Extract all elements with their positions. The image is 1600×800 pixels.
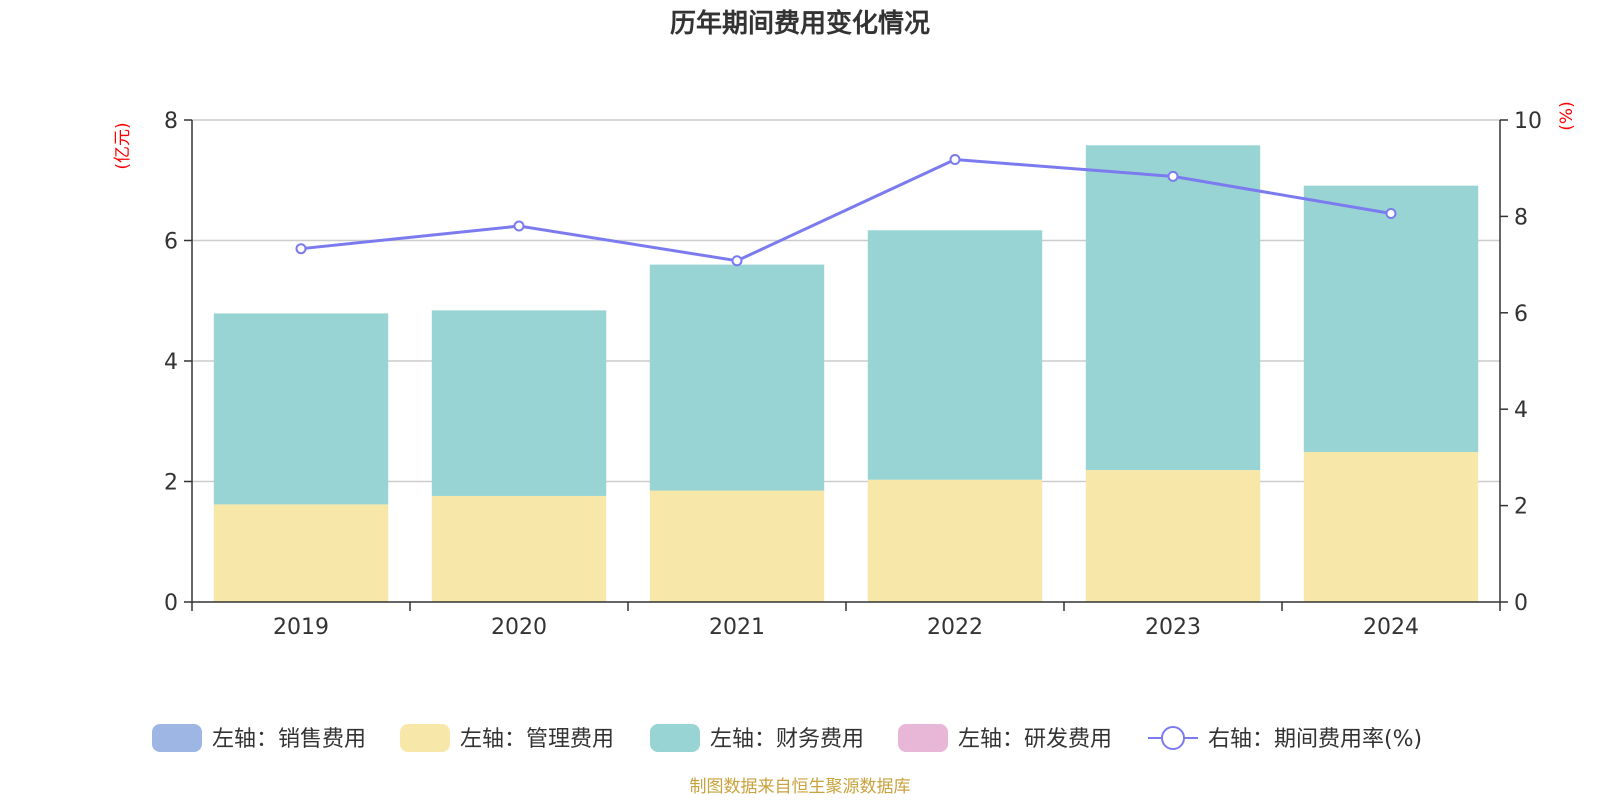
rate-line bbox=[300, 157, 1392, 263]
legend-label: 左轴：研发费用 bbox=[958, 727, 1112, 752]
rate-line-group bbox=[295, 154, 1397, 267]
right-axis-tick-label: 2 bbox=[1514, 495, 1528, 520]
left-axis-tick-label: 0 bbox=[164, 591, 178, 616]
bar-segment bbox=[867, 230, 1043, 480]
legend: 左轴：销售费用 左轴：管理费用 左轴：财务费用 左轴：研发费用 右轴：期间费用率(%) bbox=[152, 724, 1422, 752]
bar-segment bbox=[431, 310, 607, 496]
legend-label: 左轴：销售费用 bbox=[212, 727, 366, 752]
x-axis-tick-label: 2023 bbox=[1145, 615, 1201, 640]
legend-label: 左轴：管理费用 bbox=[460, 727, 614, 752]
rate-point bbox=[1167, 170, 1179, 182]
bar-segment bbox=[649, 264, 825, 491]
legend-swatch bbox=[650, 724, 700, 752]
rate-point bbox=[295, 243, 307, 255]
legend-label: 左轴：财务费用 bbox=[710, 727, 864, 752]
right-axis-tick-label: 6 bbox=[1514, 302, 1528, 327]
x-axis-tick-label: 2024 bbox=[1363, 615, 1419, 640]
right-axis-tick-label: 4 bbox=[1514, 398, 1528, 423]
right-axis-tick-label: 8 bbox=[1514, 205, 1528, 230]
bars-group bbox=[213, 145, 1479, 602]
left-axis-tick-label: 6 bbox=[164, 230, 178, 255]
bar-segment bbox=[213, 313, 389, 505]
bar-segment bbox=[649, 490, 825, 602]
bar-segment bbox=[1085, 470, 1261, 602]
right-axis-tick-label: 10 bbox=[1514, 109, 1542, 134]
left-axis-unit: (亿元) bbox=[113, 122, 133, 169]
legend-line-marker bbox=[1161, 726, 1185, 750]
rate-point bbox=[513, 220, 525, 232]
bar-segment bbox=[1303, 451, 1479, 602]
x-axis-tick-label: 2021 bbox=[709, 615, 765, 640]
rate-point bbox=[731, 255, 743, 267]
grid-lines bbox=[192, 119, 1500, 483]
legend-label: 右轴：期间费用率(%) bbox=[1208, 727, 1422, 752]
left-axis-tick-label: 8 bbox=[164, 109, 178, 134]
legend-swatch bbox=[400, 724, 450, 752]
right-axis-tick-label: 0 bbox=[1514, 591, 1528, 616]
x-axis-tick-label: 2022 bbox=[927, 615, 983, 640]
left-axis-tick-label: 4 bbox=[164, 350, 178, 375]
rate-point bbox=[949, 154, 961, 166]
chart-title: 历年期间费用变化情况 bbox=[670, 8, 930, 39]
bar-segment bbox=[867, 479, 1043, 602]
bar-segment bbox=[431, 495, 607, 602]
rate-point bbox=[1385, 208, 1397, 220]
legend-swatch bbox=[152, 724, 202, 752]
left-axis-tick-label: 2 bbox=[164, 471, 178, 496]
bar-segment bbox=[213, 504, 389, 602]
legend-swatch bbox=[898, 724, 948, 752]
data-source-note: 制图数据来自恒生聚源数据库 bbox=[690, 777, 911, 797]
right-axis-unit: (%) bbox=[1557, 101, 1577, 130]
bar-segment bbox=[1085, 145, 1261, 471]
bar-segment bbox=[1303, 185, 1479, 452]
x-axis-tick-label: 2019 bbox=[273, 615, 329, 640]
axes-group: 0 2 4 6 8 0 2 4 6 8 10 2019 2020 2021 2022 2023 2024 bbox=[164, 109, 1542, 640]
x-axis-tick-label: 2020 bbox=[491, 615, 547, 640]
